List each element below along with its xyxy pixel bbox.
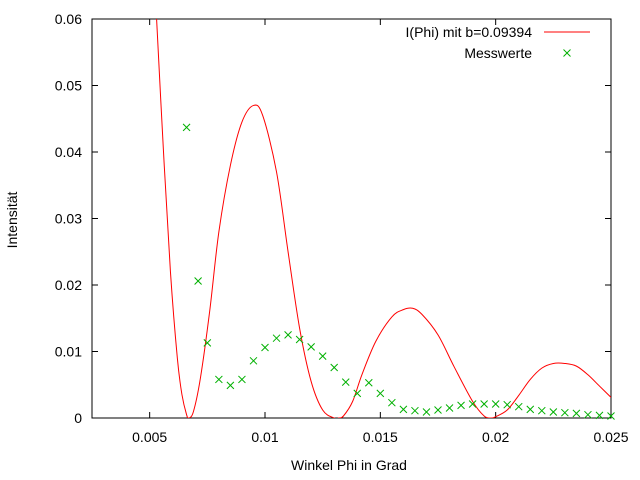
data-point (318, 352, 327, 361)
data-point (272, 334, 281, 343)
data-point (457, 401, 465, 410)
data-point (422, 408, 431, 416)
legend: I(Phi) mit b=0.09394 Messwerte (406, 24, 590, 61)
data-point (595, 411, 604, 420)
x-tick-label: 0.01 (251, 429, 278, 445)
data-point (445, 404, 454, 412)
y-tick-label: 0.05 (55, 78, 82, 94)
data-point (341, 378, 350, 386)
data-point (215, 375, 223, 384)
data-point (353, 389, 362, 398)
series-points-messwerte (182, 123, 615, 420)
data-point (491, 400, 500, 408)
data-point (549, 408, 558, 416)
y-tick-label: 0 (74, 410, 82, 426)
data-point (364, 378, 373, 387)
data-point (537, 406, 546, 415)
x-tick-label: 0.005 (132, 429, 167, 445)
data-point (388, 398, 396, 407)
data-point (584, 410, 592, 419)
y-axis-label: Intensität (4, 191, 20, 248)
data-point (514, 402, 523, 411)
legend-swatch-marker (563, 49, 571, 57)
y-tick-label: 0.03 (55, 211, 82, 227)
data-point (503, 400, 512, 409)
data-point (468, 400, 477, 408)
data-point (284, 331, 292, 339)
data-point (182, 123, 191, 132)
y-tick-label: 0.02 (55, 277, 82, 293)
plot-frame (91, 18, 612, 419)
data-point (194, 277, 202, 285)
data-point (238, 375, 246, 384)
data-point (607, 412, 615, 420)
data-point (434, 406, 442, 414)
data-point (203, 339, 212, 347)
data-point (411, 406, 419, 415)
x-tick-label: 0.015 (363, 429, 398, 445)
data-point (480, 400, 488, 408)
x-tick-label: 0.025 (593, 429, 628, 445)
x-axis-label: Winkel Phi in Grad (291, 457, 407, 473)
axes (91, 18, 612, 419)
data-point (572, 409, 581, 418)
y-tick-label: 0.04 (55, 144, 82, 160)
data-point (261, 343, 269, 352)
plot-area (156, 19, 615, 420)
legend-label: I(Phi) mit b=0.09394 (406, 24, 533, 40)
data-point (526, 405, 535, 414)
data-point (561, 408, 569, 417)
data-point (399, 405, 408, 414)
y-tick-label: 0.01 (55, 344, 82, 360)
y-tick-label: 0.06 (55, 11, 82, 27)
legend-label: Messwerte (464, 45, 532, 61)
y-axis-ticks: 0 0.01 0.02 0.03 0.04 0.05 0.06 (55, 11, 611, 426)
series-line-fit (156, 19, 611, 418)
x-axis-ticks: 0.005 0.01 0.015 0.02 0.025 (132, 19, 629, 445)
data-point (226, 381, 235, 390)
data-point (330, 363, 339, 372)
x-tick-label: 0.02 (482, 429, 509, 445)
data-point (376, 389, 385, 398)
data-point (249, 356, 258, 365)
data-point (307, 342, 315, 351)
data-point (295, 335, 304, 344)
